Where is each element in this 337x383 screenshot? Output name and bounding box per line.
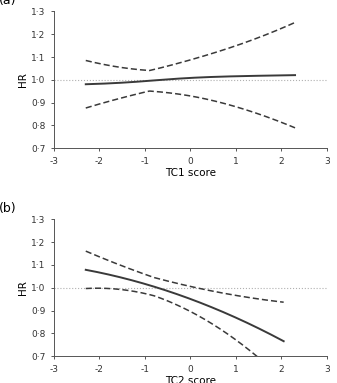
X-axis label: TC1 score: TC1 score: [165, 169, 216, 178]
Text: (a): (a): [0, 0, 17, 7]
X-axis label: TC2 score: TC2 score: [165, 376, 216, 383]
Y-axis label: HR: HR: [19, 280, 28, 295]
Text: (b): (b): [0, 202, 17, 215]
Y-axis label: HR: HR: [19, 72, 28, 87]
